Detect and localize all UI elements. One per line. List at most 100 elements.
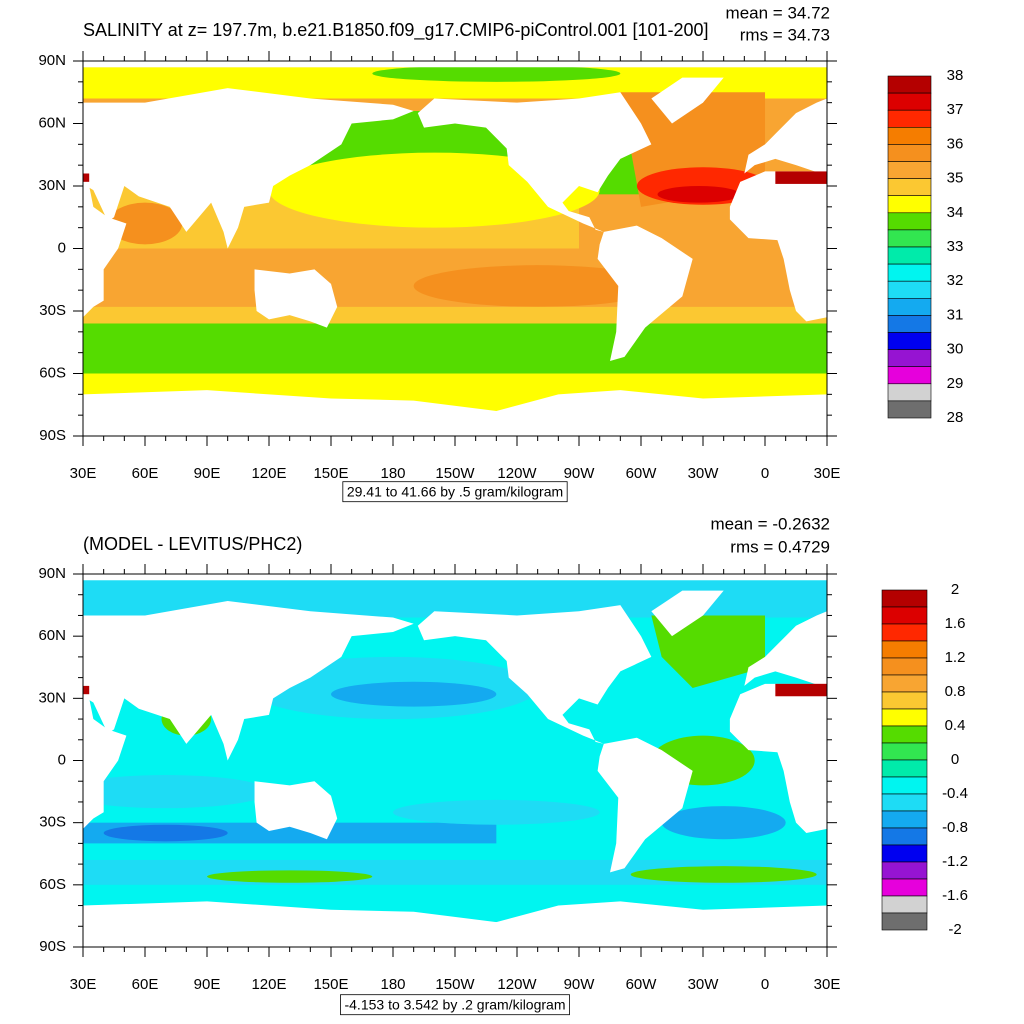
x-tick-label: 90W (564, 465, 596, 482)
x-tick-label: 30W (688, 976, 720, 993)
x-tick-label: 30E (814, 465, 841, 482)
x-tick-label: 150E (313, 976, 348, 993)
map-field (83, 61, 828, 436)
colorbar-label: -1.2 (942, 853, 968, 870)
x-tick-label: 120W (497, 976, 537, 993)
x-tick-label: 120E (251, 976, 286, 993)
colorbar-box (881, 895, 928, 914)
contour-info: -4.153 to 3.542 by .2 gram/kilogram (344, 997, 565, 1013)
colorbar-label: -0.8 (942, 819, 968, 836)
colorbar-box (881, 691, 928, 710)
colorbar-label: 34 (947, 204, 964, 221)
x-tick-label: 60W (626, 976, 658, 993)
colorbar-box (887, 280, 932, 299)
x-tick-label: 0 (761, 976, 769, 993)
y-tick-label: 0 (58, 239, 66, 256)
x-tick-label: 60W (626, 465, 658, 482)
colorbar-label: 36 (947, 135, 964, 152)
y-tick-label: 30S (39, 302, 66, 319)
x-tick-label: 150W (435, 465, 475, 482)
colorbar-box (887, 400, 932, 419)
colorbar-label: 29 (947, 375, 964, 392)
colorbar-label: 1.6 (945, 615, 966, 632)
colorbar-label: -1.6 (942, 887, 968, 904)
colorbar-box (881, 725, 928, 744)
contour-info: 29.41 to 41.66 by .5 gram/kilogram (347, 484, 563, 500)
colorbar-label: 32 (947, 272, 964, 289)
x-tick-label: 60E (132, 465, 159, 482)
x-tick-label: 30E (70, 976, 97, 993)
colorbar-label: 0.4 (945, 717, 966, 734)
colorbar-box (881, 861, 928, 880)
colorbar-box (887, 383, 932, 402)
colorbar-box (887, 263, 932, 282)
contour-info-box (340, 994, 570, 1016)
colorbar-box (881, 708, 928, 727)
y-tick-label: 30N (38, 177, 66, 194)
colorbar-box (881, 674, 928, 693)
colorbar-box (887, 178, 932, 197)
colorbar-box (887, 349, 932, 368)
colorbar-box (881, 793, 928, 812)
colorbar-box (881, 776, 928, 795)
x-tick-label: 150E (313, 465, 348, 482)
x-tick-label: 180 (380, 465, 405, 482)
colorbar-box (887, 297, 932, 316)
colorbar-box (881, 657, 928, 676)
x-tick-label: 90W (564, 976, 596, 993)
colorbar-label: 33 (947, 238, 964, 255)
x-tick-label: 120E (251, 465, 286, 482)
x-tick-label: 180 (380, 976, 405, 993)
colorbar-label: 35 (947, 170, 964, 187)
y-tick-label: 60N (38, 627, 66, 644)
y-tick-label: 30S (39, 814, 66, 831)
colorbar-label: -0.4 (942, 785, 968, 802)
y-tick-label: 90N (38, 52, 66, 69)
stat-label: rms = 34.73 (740, 25, 830, 44)
colorbar-label: 2 (951, 581, 959, 598)
panel-title: (MODEL - LEVITUS/PHC2) (83, 534, 302, 554)
x-tick-label: 150W (435, 976, 475, 993)
x-tick-label: 30E (70, 465, 97, 482)
colorbar-box (887, 332, 932, 350)
x-tick-label: 30E (814, 976, 841, 993)
colorbar-box (881, 912, 928, 931)
colorbar-label: 31 (947, 306, 964, 323)
y-tick-label: 60N (38, 114, 66, 131)
panel-title: SALINITY at z= 197.7m, b.e21.B1850.f09_g… (83, 20, 709, 41)
y-tick-label: 90S (39, 427, 66, 444)
y-tick-label: 30N (38, 689, 66, 706)
colorbar-box (887, 92, 932, 111)
colorbar-box (881, 640, 928, 659)
colorbar-label: 38 (947, 67, 964, 84)
colorbar-box (881, 878, 928, 897)
colorbar-label: -2 (948, 921, 961, 938)
colorbar-box (887, 315, 932, 333)
y-tick-label: 90N (38, 565, 66, 582)
colorbar-box (881, 742, 928, 761)
colorbar-label: 30 (947, 341, 964, 358)
colorbar-box (887, 195, 932, 214)
y-tick-label: 90S (39, 938, 66, 955)
colorbar-label: 0.8 (945, 683, 966, 700)
stat-label: mean = -0.2632 (710, 514, 830, 533)
colorbar-label: 1.2 (945, 649, 966, 666)
colorbar-box (887, 127, 932, 145)
x-tick-label: 90E (194, 976, 221, 993)
y-tick-label: 0 (58, 751, 66, 768)
colorbar-box (881, 623, 928, 642)
colorbar-box (881, 810, 928, 829)
x-tick-label: 120W (497, 465, 537, 482)
stat-label: mean = 34.72 (726, 3, 830, 22)
x-tick-label: 60E (132, 976, 159, 993)
x-tick-label: 90E (194, 465, 221, 482)
colorbar-box (887, 229, 932, 248)
colorbar-box (887, 161, 932, 179)
contour-info-box (342, 481, 568, 503)
colorbar-label: 0 (951, 751, 959, 768)
colorbar-box (881, 606, 928, 625)
colorbar-box (887, 144, 932, 162)
colorbar-box (887, 246, 932, 265)
colorbar-box (881, 844, 928, 863)
